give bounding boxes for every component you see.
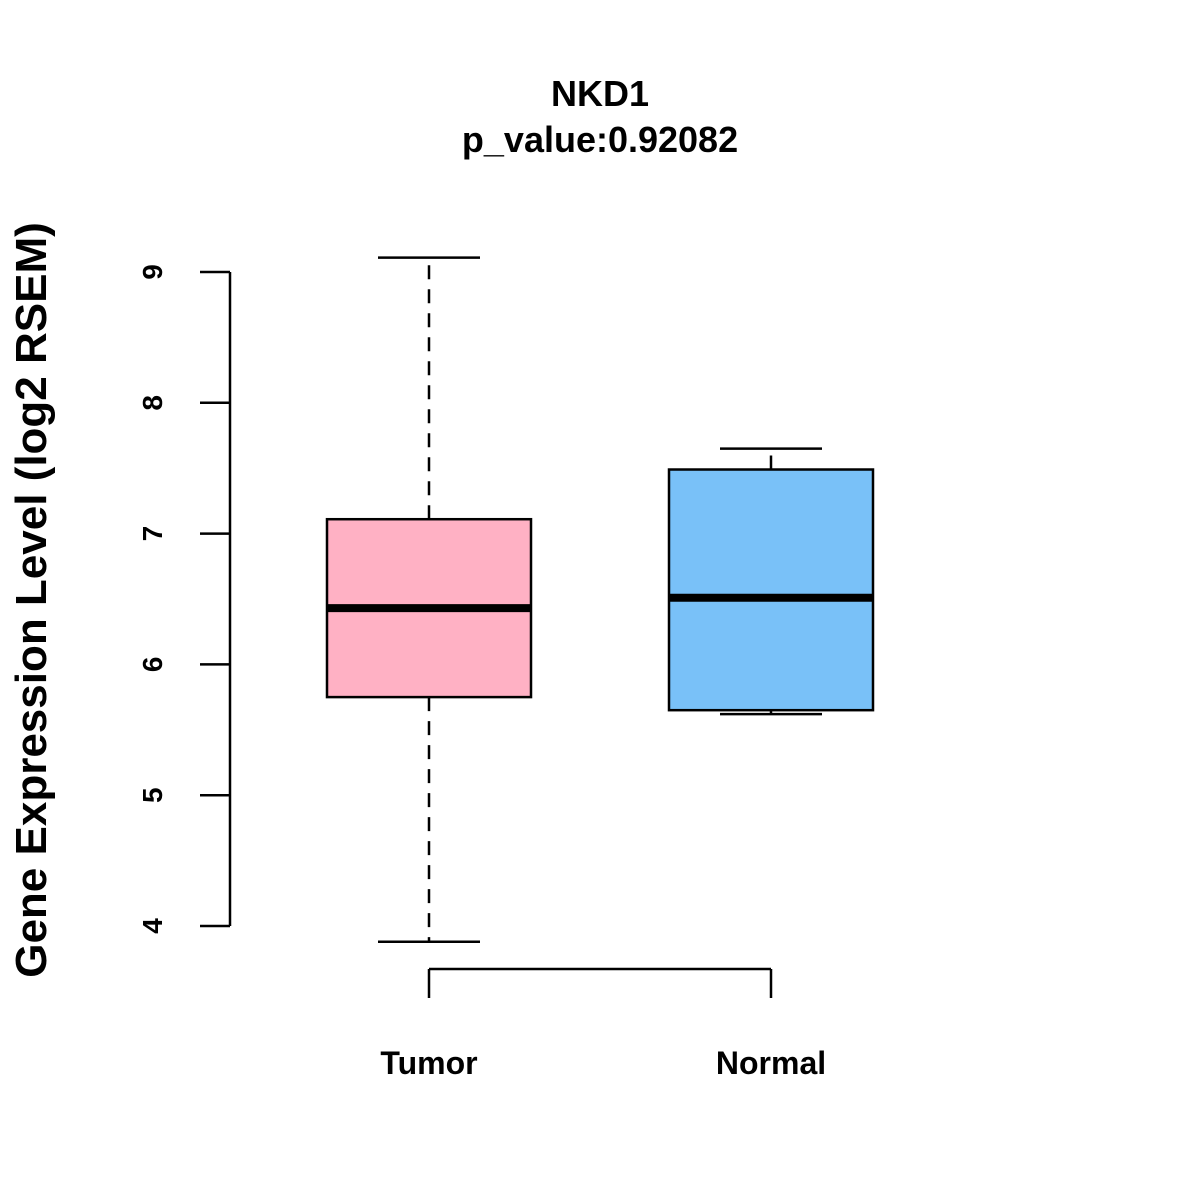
y-axis-label: Gene Expression Level (log2 RSEM): [7, 222, 56, 978]
y-tick-label: 9: [137, 264, 168, 280]
y-tick-label: 4: [137, 918, 168, 934]
x-axis: Tumor Normal: [380, 967, 826, 1081]
iqr-box: [667, 468, 875, 712]
y-axis: 4 5 6 7 8 9: [137, 264, 232, 934]
y-tick-label: 6: [137, 657, 168, 673]
box-tumor: [325, 256, 533, 943]
box-normal: [667, 447, 875, 716]
chart-title: NKD1: [551, 73, 649, 114]
y-tick-label: 8: [137, 395, 168, 411]
chart-subtitle: p_value:0.92082: [462, 119, 738, 160]
y-tick-label: 5: [137, 787, 168, 803]
x-tick-label-normal: Normal: [716, 1045, 826, 1081]
y-tick-label: 7: [137, 526, 168, 542]
x-tick-label-tumor: Tumor: [380, 1045, 477, 1081]
boxes-layer: [325, 256, 875, 943]
